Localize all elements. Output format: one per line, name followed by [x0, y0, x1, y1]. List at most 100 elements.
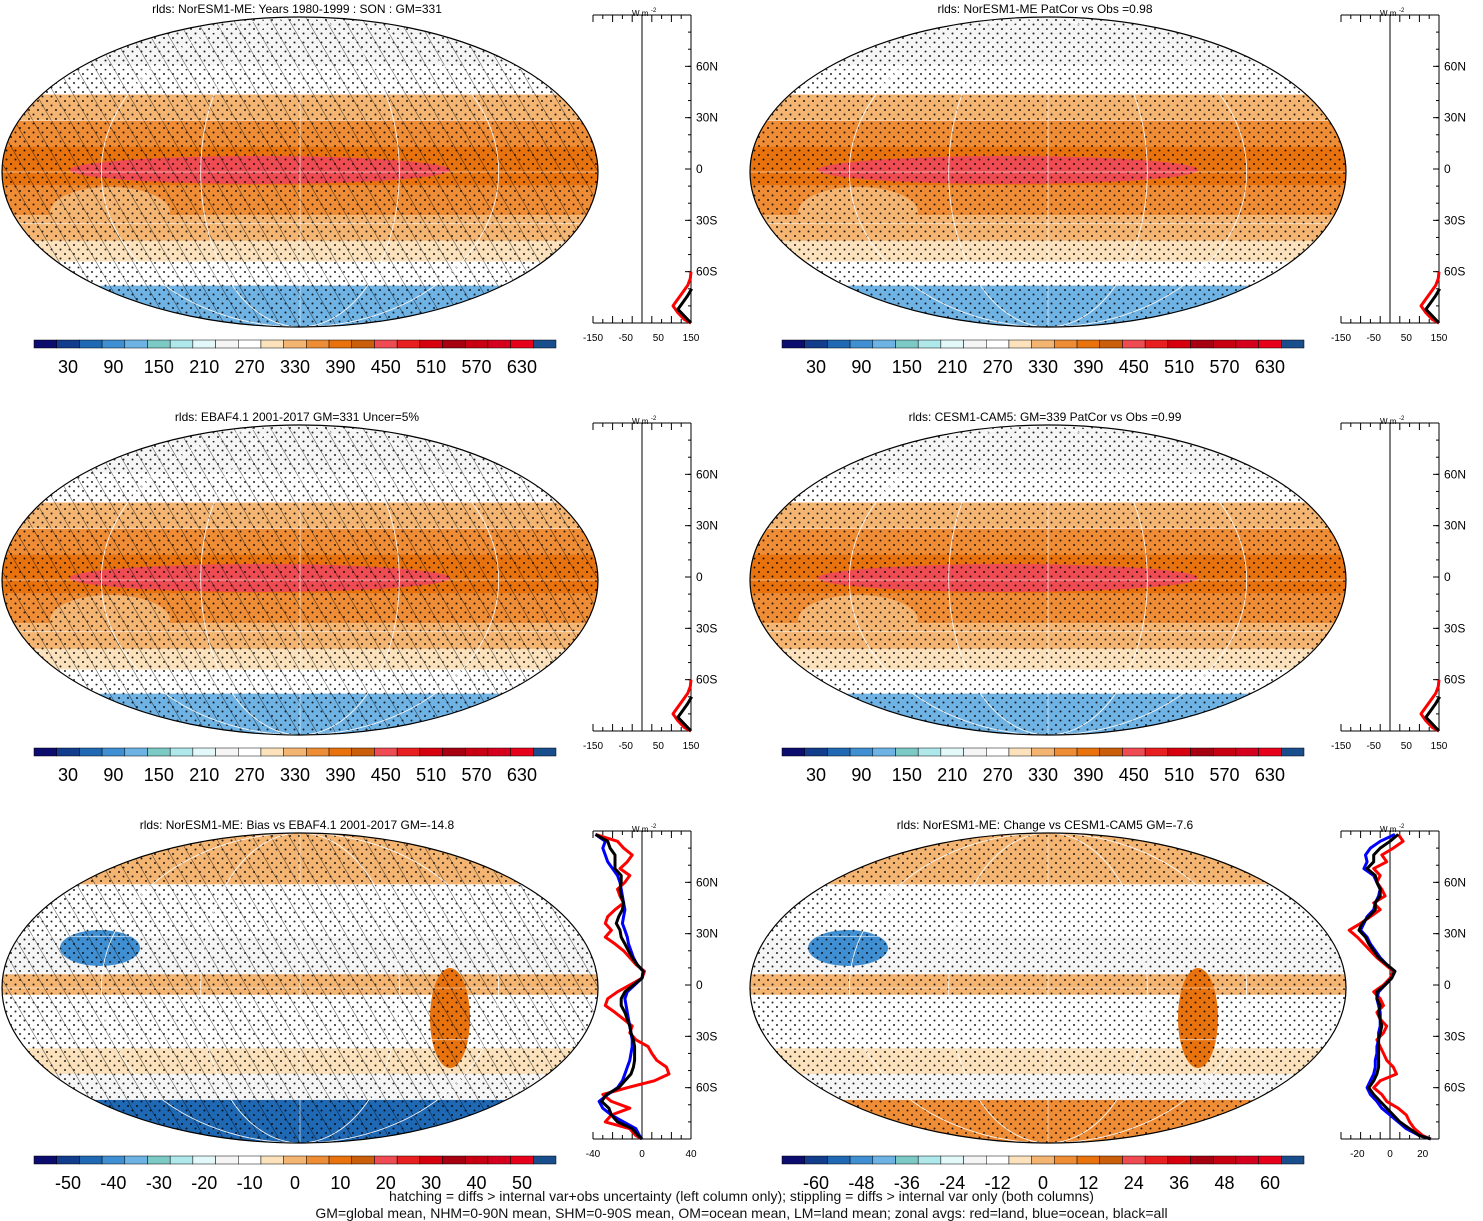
zonal-lat-label: 60S — [1444, 673, 1465, 687]
colorbar-swatch — [804, 339, 828, 349]
colorbar-label: 24 — [1124, 1173, 1144, 1193]
colorbar-swatch — [442, 747, 466, 757]
colorbar-label: 570 — [462, 765, 492, 785]
colorbar-swatch — [328, 1155, 352, 1165]
colorbar-swatch — [1190, 1155, 1214, 1165]
colorbar-swatch — [917, 339, 942, 349]
panel-2: 30 90 150 210 270 330 390 450 510 570 630 60N 30N 0 30… — [749, 8, 1466, 377]
colorbar-label: -20 — [191, 1173, 217, 1193]
zonal-lat-label: 30S — [696, 213, 717, 227]
zonal-lat-label: 30S — [1444, 621, 1465, 635]
zonal-lat-label: 30S — [1444, 213, 1465, 227]
colorbar-swatch — [510, 1155, 534, 1165]
zonal-lat-label: 30S — [1444, 1029, 1465, 1043]
colorbar-swatch — [827, 747, 851, 757]
colorbar-swatch — [396, 747, 421, 757]
zonal-lat-label: 0 — [1444, 570, 1451, 584]
graticule-meridian — [200, 833, 400, 1143]
colorbar-swatch — [781, 747, 805, 757]
panel-title-2: rlds: NorESM1-ME PatCor vs Obs =0.98 — [937, 2, 1153, 16]
colorbar-label: 48 — [1215, 1173, 1235, 1193]
colorbar-swatch — [260, 339, 284, 349]
colorbar-swatch — [963, 747, 987, 757]
zonal-lat-label: 60S — [696, 1081, 717, 1095]
zonal-unit-exp: -2 — [651, 416, 657, 422]
colorbar-swatch — [56, 1155, 80, 1165]
colorbar-swatch — [1031, 747, 1055, 757]
zonal-lat-label: 30S — [696, 1029, 717, 1043]
panel-1: 30 90 150 210 270 330 390 450 510 570 630 60N 30N 0 30… — [1, 8, 718, 377]
colorbar-swatch — [124, 339, 148, 349]
colorbar-label: 40 — [467, 1173, 487, 1193]
colorbar-swatch — [374, 1155, 398, 1165]
colorbar-swatch — [328, 339, 352, 349]
panel-title-3: rlds: EBAF4.1 2001-2017 GM=331 Uncer=5% — [174, 410, 420, 424]
zonal-x-label: -50 — [1366, 741, 1381, 752]
zonal-x-label: 50 — [653, 333, 665, 344]
colorbar-swatch — [940, 747, 964, 757]
colorbar-label: 30 — [806, 357, 826, 377]
panel-5: -50 -40 -30 -20 -10 0 10 20 30 40 5060N30N030S60S-… — [1, 824, 718, 1193]
zonal-x-label: 150 — [1431, 741, 1448, 752]
colorbar-swatch — [1031, 339, 1055, 349]
colorbar-swatch — [1099, 339, 1123, 349]
colorbar-swatch — [1076, 747, 1100, 757]
colorbar-swatch — [1076, 1155, 1100, 1165]
colorbar-label: 12 — [1078, 1173, 1098, 1193]
colorbar-swatch — [79, 1155, 103, 1165]
colorbar-label: 390 — [1073, 357, 1103, 377]
zonal-lat-label: 60S — [1444, 265, 1465, 279]
colorbar-swatch — [1258, 339, 1282, 349]
zonal-plot-6: 60N 30N 0 30S 60S -20 0 20 W m -2 — [1340, 824, 1466, 1160]
colorbar-swatch — [895, 1155, 919, 1165]
colorbar-swatch — [1008, 339, 1032, 349]
colorbar-label: 390 — [1073, 765, 1103, 785]
colorbar-label: 330 — [280, 357, 310, 377]
graticule-meridian — [948, 425, 1148, 735]
colorbar-label: 0 — [1038, 1173, 1048, 1193]
zonal-x-label: -50 — [618, 741, 633, 752]
colorbar-swatch — [1054, 1155, 1078, 1165]
colorbar-swatch — [1144, 747, 1169, 757]
colorbar-swatch — [464, 747, 489, 757]
colorbar-swatch — [781, 1155, 805, 1165]
zonal-series-all — [676, 288, 693, 325]
zonal-x-label: -20 — [1350, 1149, 1365, 1160]
colorbar-swatch — [1281, 339, 1305, 349]
colorbar-swatch — [804, 1155, 828, 1165]
colorbar-swatch — [283, 1155, 307, 1165]
zonal-lat-label: 30N — [1444, 927, 1466, 941]
footnote-line-1: hatching = diffs > internal var+obs unce… — [389, 1188, 1094, 1204]
zonal-x-label: -50 — [618, 333, 633, 344]
colorbar-label: -24 — [939, 1173, 965, 1193]
colorbar-label: 210 — [189, 765, 219, 785]
colorbar-label: 450 — [371, 357, 401, 377]
colorbar-label: 330 — [280, 765, 310, 785]
colorbar-swatch — [1076, 339, 1100, 349]
colorbar-swatch — [374, 747, 398, 757]
colorbar-swatch — [804, 747, 828, 757]
colorbar-swatch — [986, 339, 1010, 349]
zonal-x-label: 150 — [683, 741, 700, 752]
zonal-lat-label: 30N — [696, 927, 718, 941]
colorbar-swatch — [827, 339, 851, 349]
colorbar-swatch — [510, 339, 534, 349]
zonal-lat-label: 30S — [696, 621, 717, 635]
colorbar-swatch — [1008, 747, 1032, 757]
zonal-lat-label: 30N — [696, 519, 718, 533]
colorbar-swatch — [986, 747, 1010, 757]
panel-title-6: rlds: NorESM1-ME: Change vs CESM1-CAM5 G… — [896, 818, 1194, 832]
colorbar-label: 270 — [983, 765, 1013, 785]
zonal-unit-exp: -2 — [651, 8, 657, 14]
graticule-meridian — [848, 17, 1248, 327]
zonal-series-all — [1357, 833, 1432, 1141]
colorbar-label: 510 — [1164, 357, 1194, 377]
colorbar-swatch — [510, 747, 534, 757]
colorbar-swatch — [849, 1155, 874, 1165]
zonal-series-all — [1424, 288, 1441, 325]
colorbar-swatch — [215, 747, 239, 757]
colorbar-swatch — [1167, 339, 1191, 349]
zonal-series-all — [676, 696, 693, 733]
colorbar-swatch — [872, 747, 896, 757]
colorbar-swatch — [1212, 339, 1237, 349]
